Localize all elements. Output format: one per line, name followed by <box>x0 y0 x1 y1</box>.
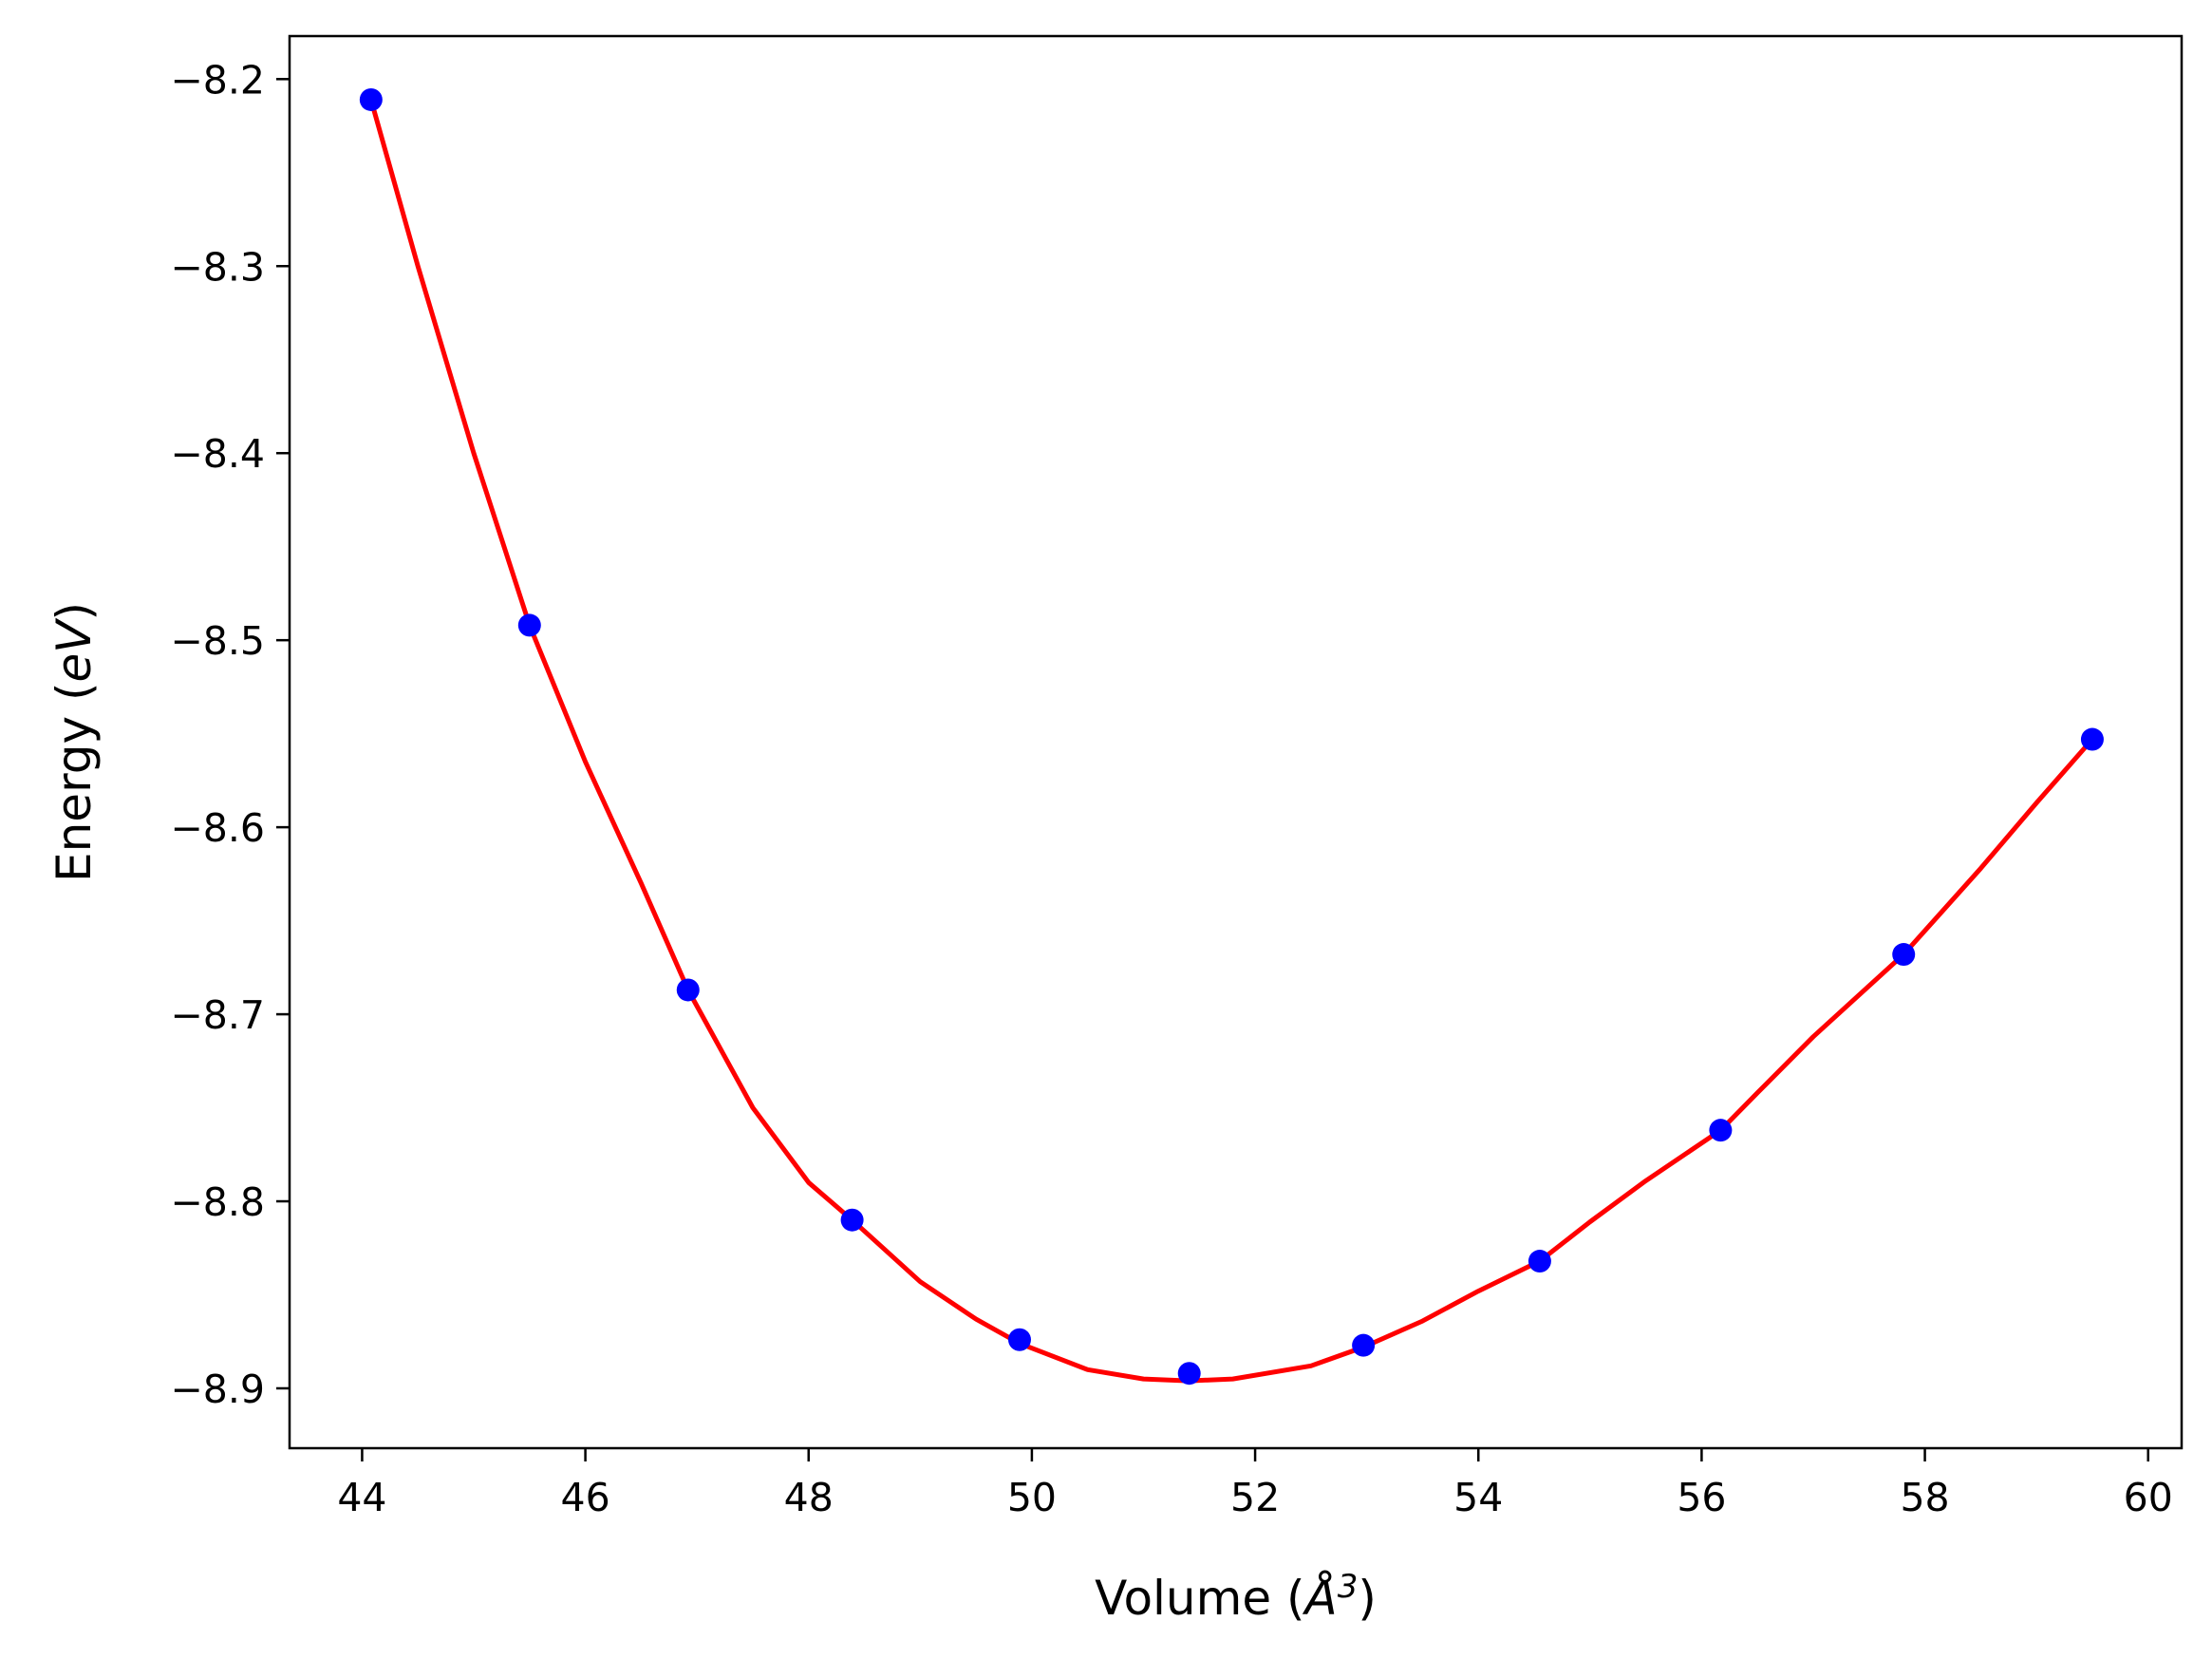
x-axis-label: Volume (Å3) <box>1095 1568 1377 1626</box>
x-tick-label: 56 <box>1677 1475 1726 1520</box>
data-point <box>517 613 541 637</box>
x-tick-label: 48 <box>784 1475 834 1520</box>
x-tick-label: 52 <box>1230 1475 1280 1520</box>
data-point <box>1007 1328 1031 1351</box>
y-tick-label: −8.4 <box>170 431 265 477</box>
x-tick-label: 50 <box>1007 1475 1057 1520</box>
data-point <box>676 978 700 1002</box>
x-tick-label: 46 <box>561 1475 610 1520</box>
x-tick-label: 58 <box>1900 1475 1949 1520</box>
data-point <box>359 87 383 111</box>
data-point <box>2080 727 2104 751</box>
y-tick-label: −8.9 <box>170 1367 265 1412</box>
x-tick-label: 54 <box>1453 1475 1503 1520</box>
y-tick-label: −8.6 <box>170 805 265 851</box>
y-tick-label: −8.5 <box>170 618 265 664</box>
data-point <box>840 1208 864 1232</box>
y-tick-label: −8.2 <box>170 57 265 103</box>
y-axis-label: Energy (eV) <box>47 602 102 882</box>
plot-area-frame <box>288 34 2184 1450</box>
data-point <box>1709 1119 1733 1142</box>
y-tick-label: −8.3 <box>170 244 265 290</box>
x-tick-label: 60 <box>2124 1475 2173 1520</box>
x-tick-label: 44 <box>337 1475 386 1520</box>
data-point <box>1352 1333 1376 1357</box>
data-point <box>1177 1362 1201 1386</box>
axis-tick-labels: 44 46 48 50 52 54 56 58 60 −8.2 −8.3 −8.4 −8.5 −8.6 −8… <box>170 57 2172 1520</box>
data-point <box>1892 943 1916 967</box>
axis-ticks <box>276 78 2149 1461</box>
data-point <box>1528 1250 1551 1273</box>
y-tick-label: −8.8 <box>170 1179 265 1225</box>
data-points <box>359 87 2104 1386</box>
y-tick-label: −8.7 <box>170 992 265 1038</box>
